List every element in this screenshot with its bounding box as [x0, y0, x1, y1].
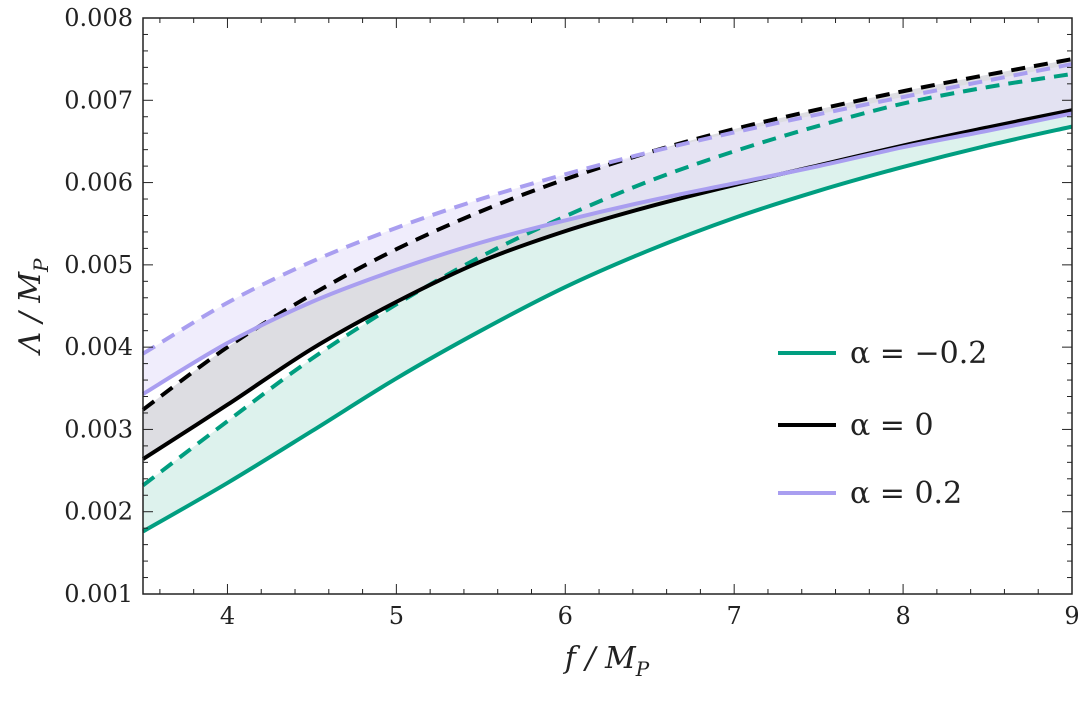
y-tick-label: 0.005: [64, 251, 133, 279]
plot-frame: [142, 17, 1073, 595]
x-tick-label: 8: [895, 602, 910, 630]
y-tick-label: 0.002: [64, 498, 133, 526]
y-tick-label: 0.008: [64, 4, 133, 32]
y-tick-label: 0.007: [64, 86, 133, 114]
y-tick-label: 0.003: [64, 415, 133, 443]
legend-label-alpha-0: α = 0: [850, 408, 934, 443]
x-tick-label: 7: [727, 602, 742, 630]
legend: α = −0.2 α = 0 α = 0.2: [778, 336, 987, 511]
x-axis-label-main: f / M: [563, 641, 637, 676]
band-alpha-0-2: [143, 64, 1072, 395]
y-tick-label: 0.006: [64, 169, 133, 197]
x-axis-label: f / MP: [563, 641, 650, 681]
y-tick-label: 0.001: [64, 580, 133, 608]
legend-label-alpha-neg-0-2: α = −0.2: [850, 336, 987, 371]
y-axis-label: Λ / MP: [13, 258, 53, 357]
x-axis-ticks: 4 5 6 7 8 9: [159, 18, 1080, 630]
x-tick-label: 9: [1064, 602, 1079, 630]
x-tick-label: 5: [389, 602, 404, 630]
y-axis-label-sub: P: [29, 258, 53, 273]
curve-dashed-alpha-0: [141, 57, 1073, 412]
x-axis-label-sub: P: [635, 657, 650, 681]
series-curves: [141, 57, 1073, 534]
curve-dashed-alpha-0-2: [141, 62, 1073, 356]
curve-solid-alpha-neg-0-2: [142, 124, 1073, 534]
y-axis-ticks: 0.001 0.002 0.003 0.004 0.005 0.006 0.007 0.008: [64, 4, 1072, 608]
y-tick-label: 0.004: [64, 333, 133, 361]
x-tick-label: 4: [220, 602, 235, 630]
y-axis-label-main: Λ / M: [13, 271, 48, 357]
curve-solid-alpha-0-2: [141, 111, 1073, 396]
legend-label-alpha-0-2: α = 0.2: [850, 476, 962, 511]
x-tick-label: 6: [558, 602, 573, 630]
curve-dashed-alpha-neg-0-2: [141, 71, 1073, 487]
